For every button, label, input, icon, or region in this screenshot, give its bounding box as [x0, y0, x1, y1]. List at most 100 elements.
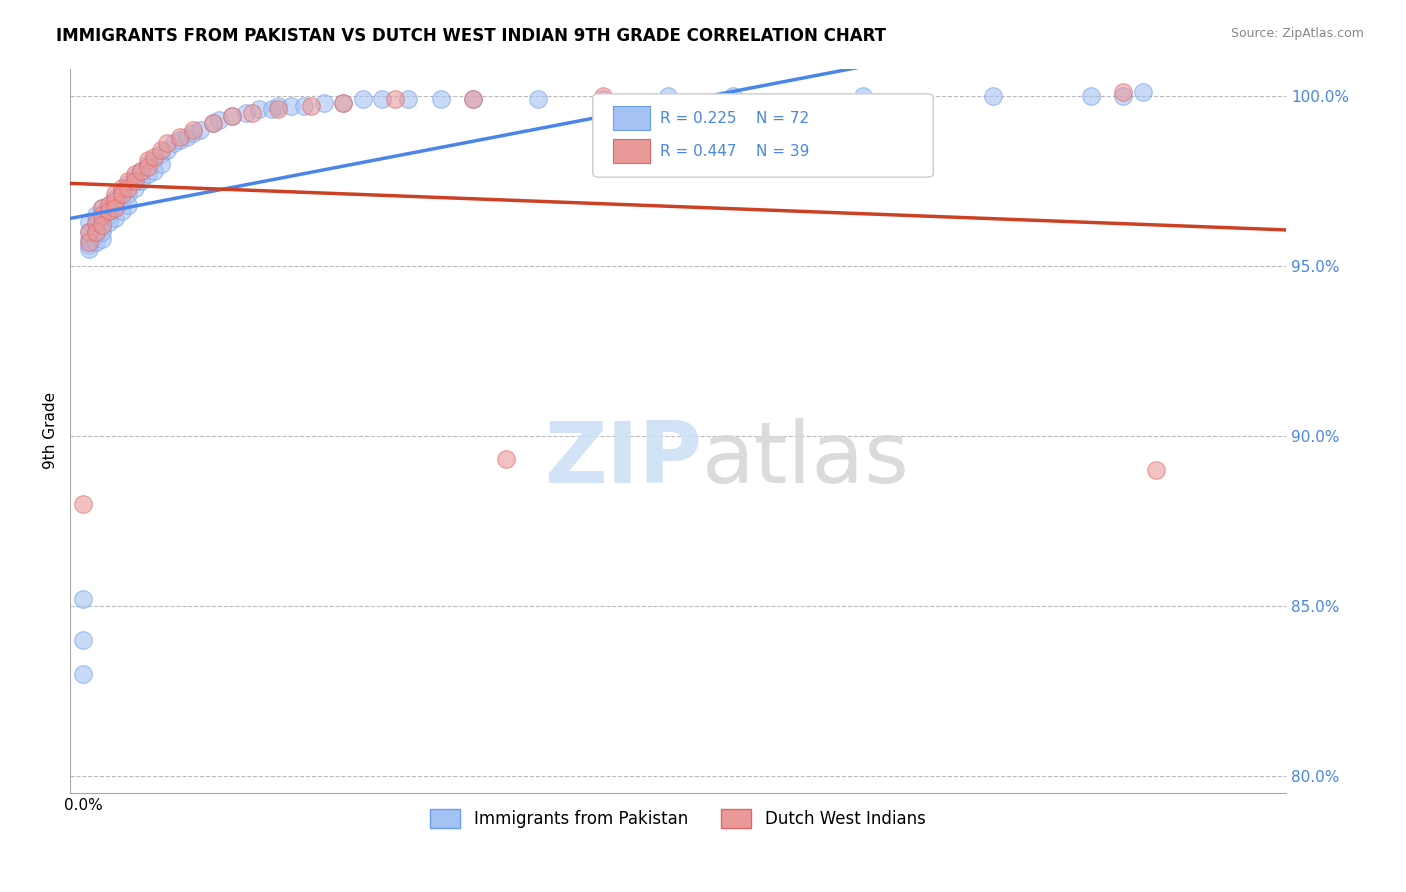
- Point: [1080, 88, 1102, 103]
- Point: [117, 197, 139, 211]
- Point: [235, 105, 257, 120]
- Point: [1144, 463, 1167, 477]
- Point: [176, 129, 198, 144]
- Point: [91, 225, 114, 239]
- Point: [91, 208, 114, 222]
- Point: [79, 235, 101, 249]
- Point: [188, 122, 211, 136]
- Point: [79, 214, 101, 228]
- Point: [592, 92, 614, 106]
- Point: [84, 208, 107, 222]
- Point: [495, 452, 517, 467]
- Text: R = 0.447    N = 39: R = 0.447 N = 39: [659, 145, 808, 160]
- Point: [136, 153, 159, 168]
- Point: [104, 201, 127, 215]
- Point: [97, 197, 120, 211]
- Point: [117, 177, 139, 191]
- Point: [461, 92, 484, 106]
- Point: [169, 129, 191, 144]
- Point: [117, 180, 139, 194]
- Point: [143, 150, 166, 164]
- Point: [183, 126, 205, 140]
- Point: [1112, 88, 1135, 103]
- Point: [136, 160, 159, 174]
- Point: [592, 88, 614, 103]
- Point: [84, 235, 107, 249]
- Point: [657, 88, 679, 103]
- Point: [221, 109, 243, 123]
- Point: [97, 208, 120, 222]
- Point: [396, 92, 419, 106]
- FancyBboxPatch shape: [593, 94, 934, 178]
- Point: [429, 92, 451, 106]
- Point: [169, 133, 191, 147]
- Point: [156, 136, 179, 151]
- Point: [117, 187, 139, 202]
- Text: IMMIGRANTS FROM PAKISTAN VS DUTCH WEST INDIAN 9TH GRADE CORRELATION CHART: IMMIGRANTS FROM PAKISTAN VS DUTCH WEST I…: [56, 27, 886, 45]
- Point: [149, 146, 172, 161]
- Point: [104, 201, 127, 215]
- Point: [111, 194, 134, 208]
- Text: ZIP: ZIP: [544, 418, 702, 501]
- Legend: Immigrants from Pakistan, Dutch West Indians: Immigrants from Pakistan, Dutch West Ind…: [423, 803, 932, 835]
- Point: [97, 214, 120, 228]
- Point: [1112, 85, 1135, 99]
- Point: [201, 116, 224, 130]
- Bar: [613, 139, 650, 163]
- Point: [117, 174, 139, 188]
- Point: [260, 103, 283, 117]
- Point: [91, 218, 114, 232]
- Bar: [613, 106, 650, 130]
- Point: [149, 143, 172, 157]
- Point: [332, 95, 354, 110]
- Point: [201, 116, 224, 130]
- Point: [104, 187, 127, 202]
- Point: [97, 204, 120, 219]
- Point: [79, 231, 101, 245]
- Point: [124, 174, 146, 188]
- Point: [91, 211, 114, 226]
- Point: [91, 201, 114, 215]
- Point: [981, 88, 1004, 103]
- Point: [79, 225, 101, 239]
- Point: [124, 167, 146, 181]
- Point: [332, 95, 354, 110]
- Point: [84, 218, 107, 232]
- Point: [280, 99, 302, 113]
- Point: [267, 99, 290, 113]
- Point: [72, 497, 94, 511]
- Point: [208, 112, 231, 127]
- Point: [143, 153, 166, 168]
- Point: [79, 225, 101, 239]
- Point: [72, 632, 94, 647]
- Point: [352, 92, 374, 106]
- Point: [149, 157, 172, 171]
- Point: [97, 197, 120, 211]
- Point: [91, 201, 114, 215]
- Point: [183, 122, 205, 136]
- Point: [124, 180, 146, 194]
- Y-axis label: 9th Grade: 9th Grade: [44, 392, 58, 469]
- Point: [527, 92, 550, 106]
- Point: [136, 157, 159, 171]
- Text: atlas: atlas: [702, 418, 910, 501]
- Point: [104, 194, 127, 208]
- Point: [111, 180, 134, 194]
- Point: [299, 99, 322, 113]
- Point: [384, 92, 406, 106]
- Point: [104, 191, 127, 205]
- Point: [84, 228, 107, 243]
- Point: [72, 666, 94, 681]
- Point: [91, 214, 114, 228]
- Point: [79, 242, 101, 256]
- Point: [721, 88, 744, 103]
- Point: [111, 204, 134, 219]
- Point: [91, 231, 114, 245]
- Point: [852, 88, 875, 103]
- Point: [163, 136, 186, 151]
- Point: [111, 187, 134, 202]
- Point: [131, 174, 153, 188]
- Point: [84, 214, 107, 228]
- Point: [131, 163, 153, 178]
- Point: [131, 163, 153, 178]
